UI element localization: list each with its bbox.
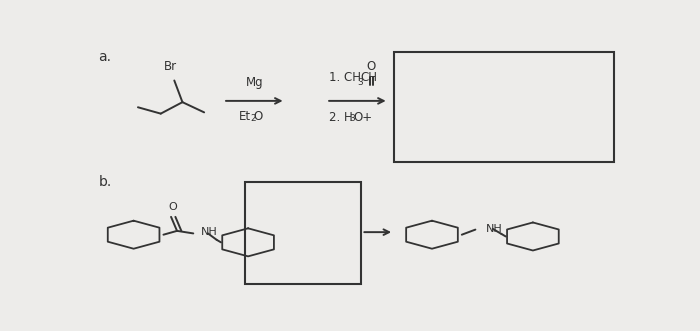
Text: O: O [169,202,178,212]
Text: Et: Et [239,110,251,123]
Text: a.: a. [98,50,111,64]
Text: 2. H: 2. H [329,111,353,124]
Text: O+: O+ [354,111,372,124]
Bar [394,52,614,162]
Text: Mg: Mg [246,76,263,89]
Text: 2: 2 [251,114,256,123]
Text: 3: 3 [349,114,356,123]
Text: O: O [367,60,376,73]
Text: Br: Br [163,60,176,73]
Text: 3: 3 [357,78,363,87]
Bar [245,182,361,284]
Text: CH: CH [360,71,377,84]
Text: b.: b. [98,175,111,189]
Text: NH: NH [486,224,503,234]
Text: 1. CH: 1. CH [329,71,361,84]
Text: NH: NH [201,227,218,237]
Text: O: O [254,110,263,123]
